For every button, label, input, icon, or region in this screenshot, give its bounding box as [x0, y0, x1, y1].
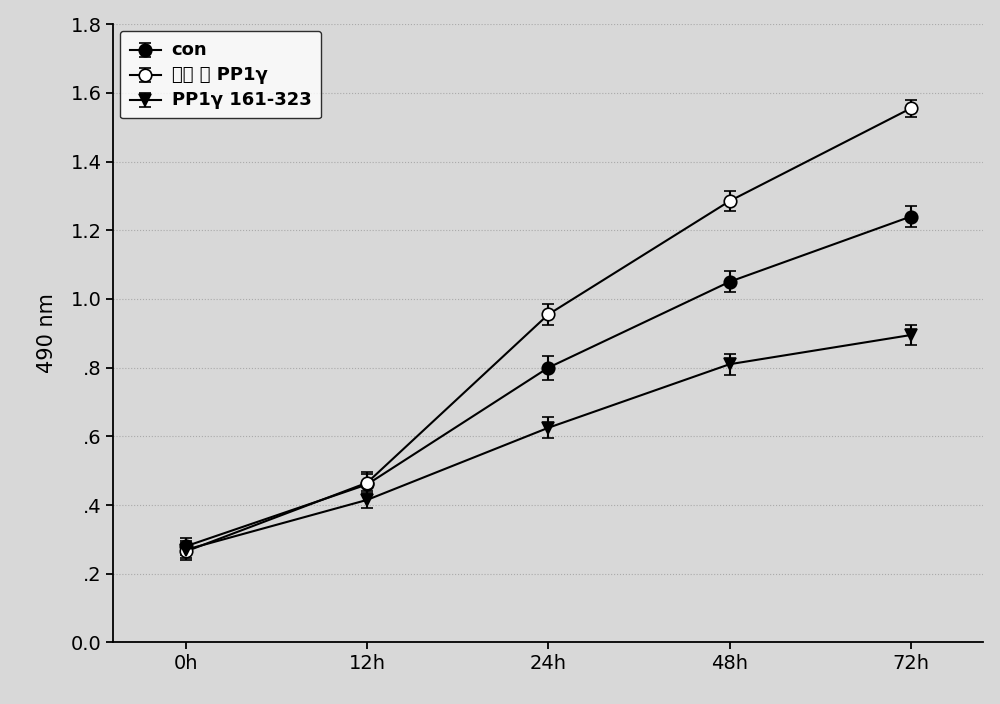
- Legend: con, 野生 型 PP1γ, PP1γ 161-323: con, 野生 型 PP1γ, PP1γ 161-323: [120, 31, 321, 118]
- Y-axis label: 490 nm: 490 nm: [37, 294, 57, 373]
